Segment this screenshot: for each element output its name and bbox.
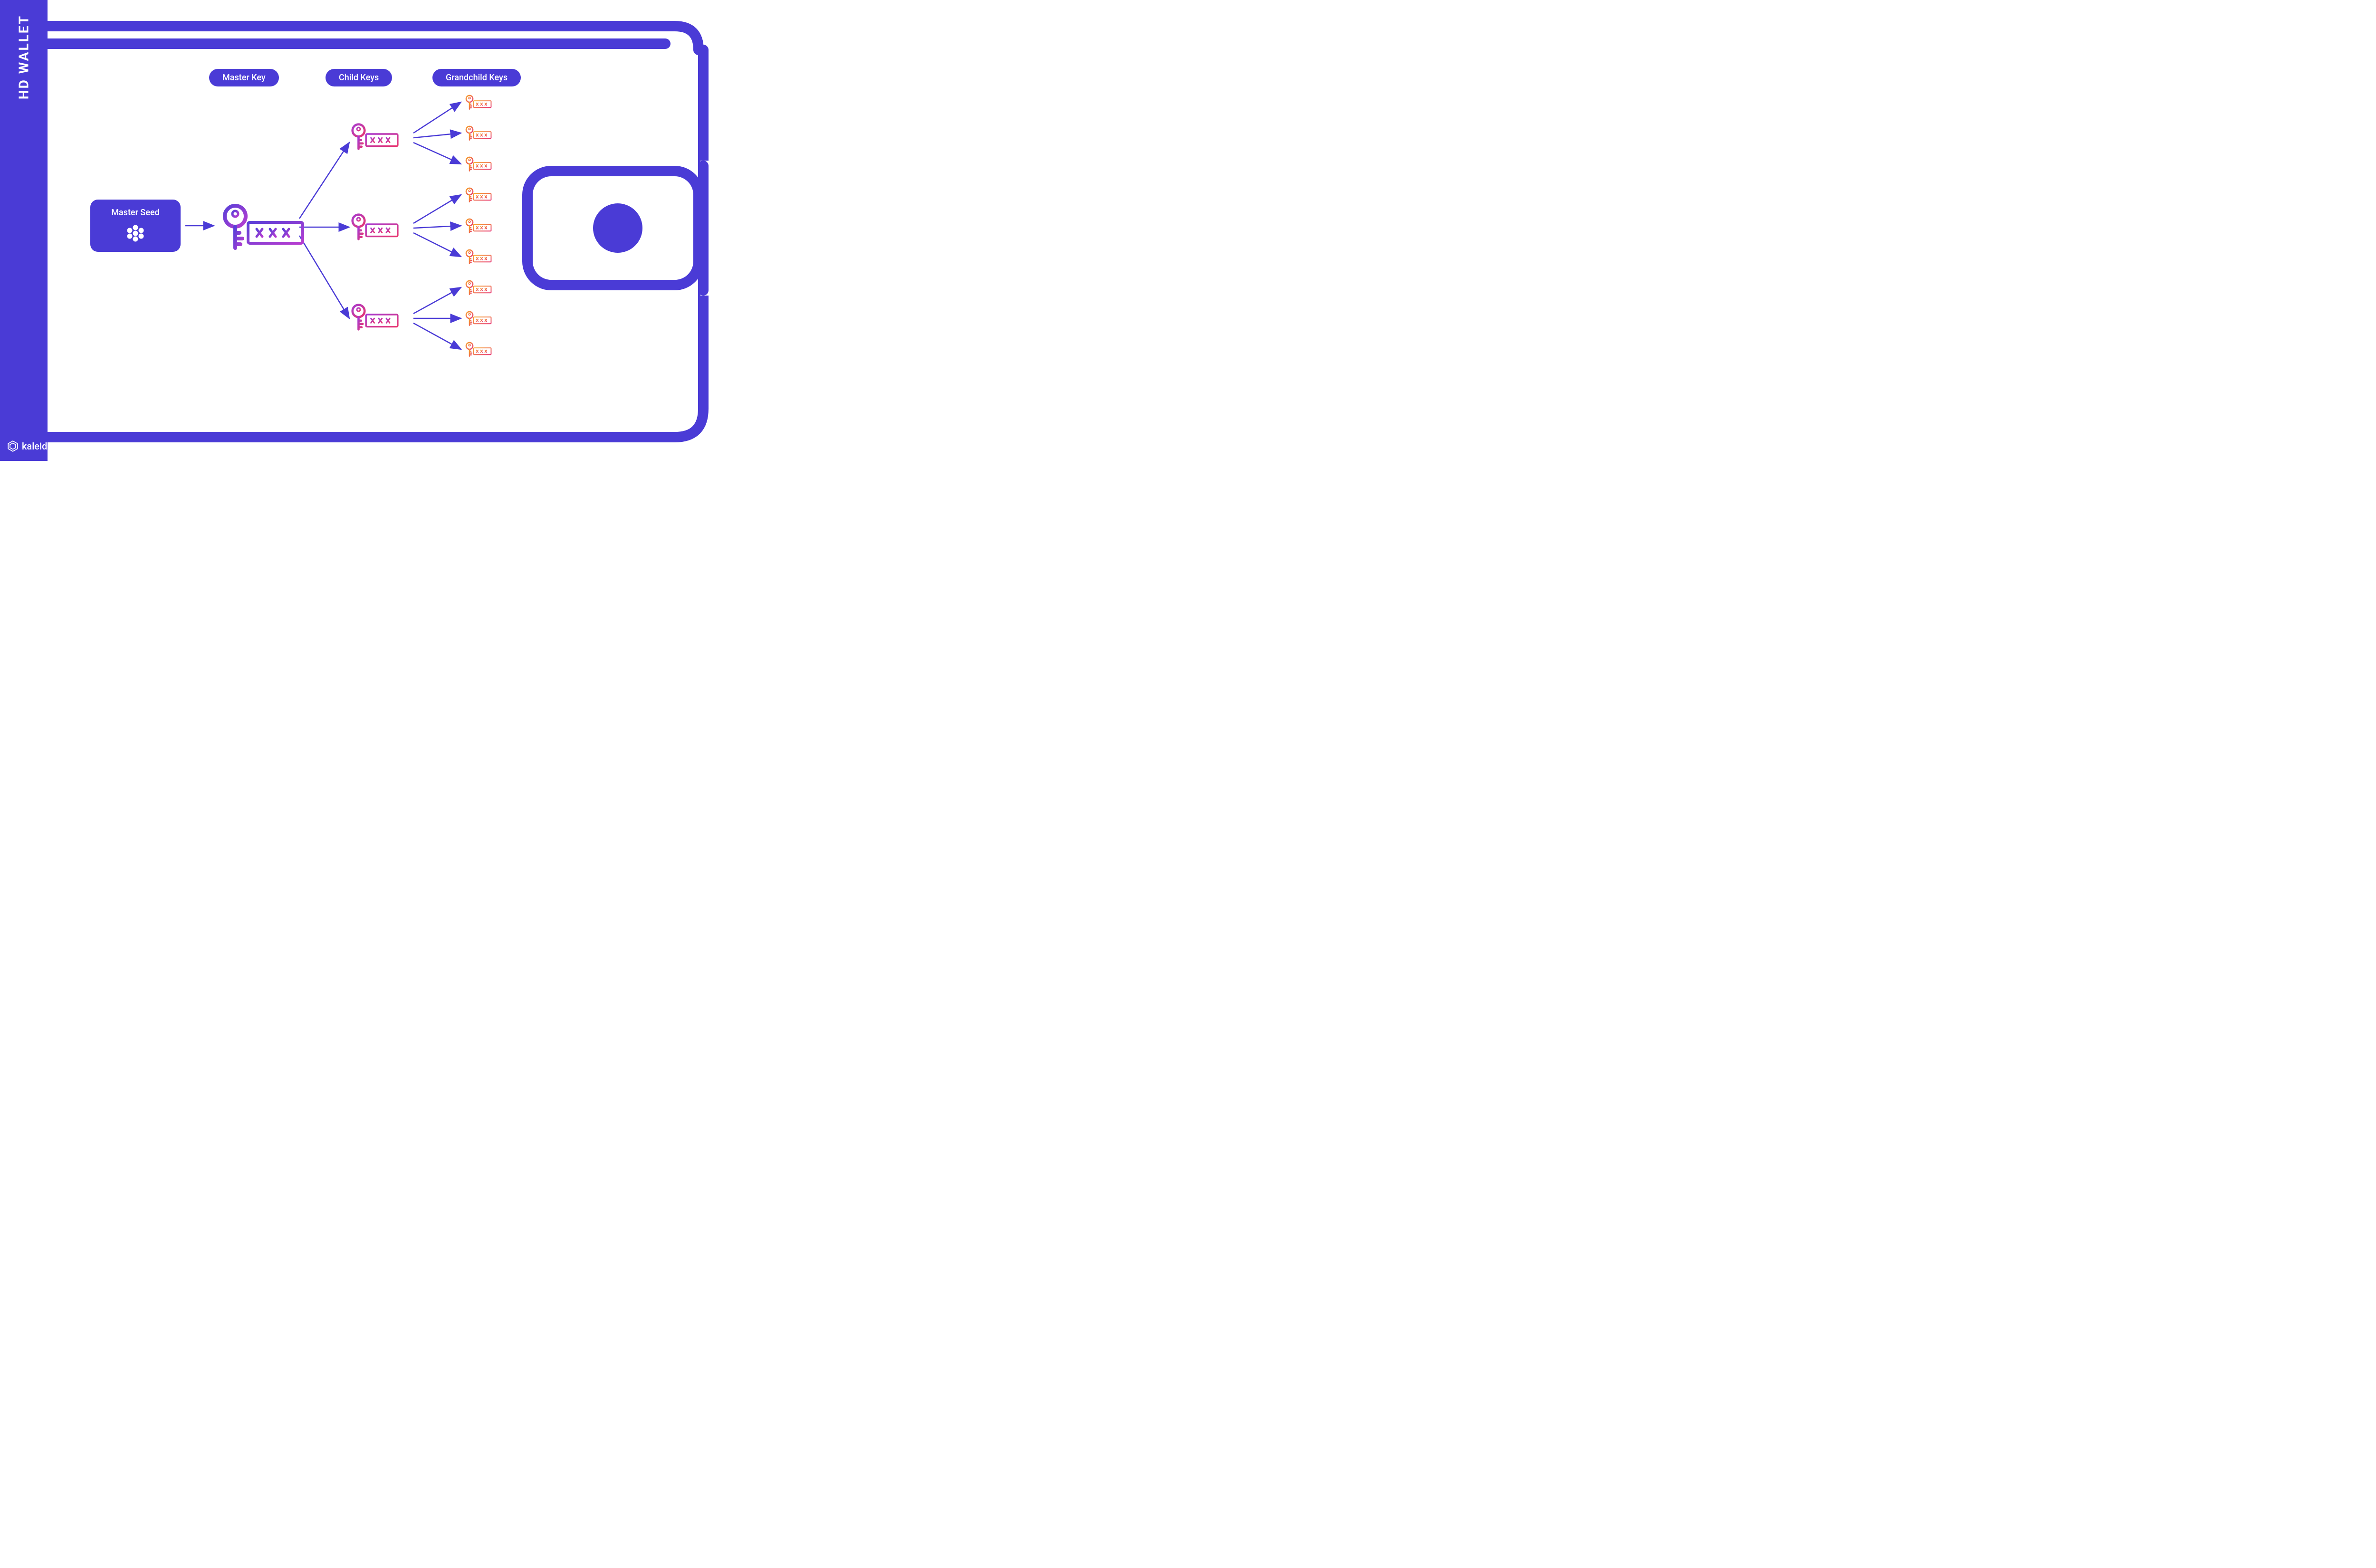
sidebar: HD WALLET kaleido [0, 0, 48, 461]
master-seed-box: Master Seed [90, 200, 181, 252]
brand-logo: kaleido [7, 440, 53, 452]
diagram-canvas: Master Key Child Keys Grandchild Keys Ma… [48, 0, 713, 461]
page-title: HD WALLET [16, 15, 32, 99]
grandchild-keys-group [466, 96, 491, 356]
master-key-icon [225, 206, 303, 248]
label-master-key: Master Key [209, 69, 279, 86]
label-grandchild-keys: Grandchild Keys [432, 69, 521, 86]
child-keys-group [353, 124, 398, 330]
kaleido-icon [7, 440, 19, 452]
seed-icon [125, 222, 146, 244]
label-child-keys: Child Keys [326, 69, 392, 86]
master-seed-label: Master Seed [111, 208, 160, 218]
arrows [185, 102, 461, 349]
